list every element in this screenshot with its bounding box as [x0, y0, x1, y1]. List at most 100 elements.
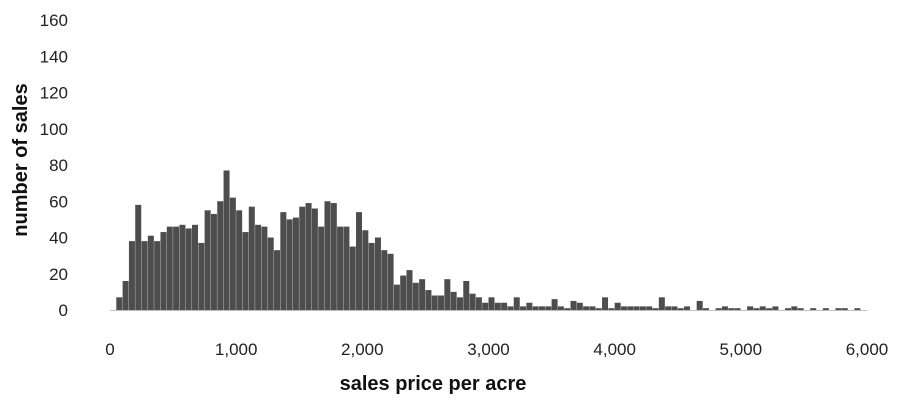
histogram-bar: [639, 306, 646, 310]
y-tick-label: 0: [59, 301, 68, 320]
histogram-bar: [766, 308, 773, 310]
y-tick-label: 20: [49, 265, 68, 284]
histogram-bar: [236, 210, 243, 310]
y-tick-label: 80: [49, 156, 68, 175]
histogram-bar: [532, 306, 539, 310]
histogram-bar: [791, 306, 798, 310]
histogram-bar: [753, 308, 760, 310]
histogram-bar: [545, 306, 552, 310]
histogram-bar: [292, 217, 299, 310]
histogram-bar: [368, 242, 375, 310]
histogram-bar: [274, 250, 281, 310]
y-tick-label: 40: [49, 229, 68, 248]
histogram-bar: [267, 237, 274, 310]
y-tick-label: 60: [49, 192, 68, 211]
histogram-bar: [564, 308, 571, 310]
histogram-bar: [450, 291, 457, 310]
histogram-bar: [602, 297, 609, 310]
histogram-bar: [747, 306, 754, 310]
histogram-bar: [684, 306, 691, 310]
histogram-bar: [438, 295, 445, 310]
histogram-bar: [696, 300, 703, 310]
histogram-bar: [356, 212, 363, 310]
y-tick-label: 160: [40, 11, 68, 30]
histogram-bar: [400, 275, 407, 310]
histogram-bar: [652, 308, 659, 310]
histogram-bar: [835, 308, 842, 310]
histogram-bar: [469, 293, 476, 310]
histogram-bar: [154, 241, 161, 310]
histogram-bar: [482, 302, 489, 310]
histogram-bar: [387, 253, 394, 310]
x-tick-label: 3,000: [467, 340, 510, 359]
histogram-bar: [620, 306, 627, 310]
histogram-bar: [318, 226, 325, 310]
histogram-bar: [179, 224, 186, 310]
histogram-bar: [810, 308, 817, 310]
histogram-bars: [116, 170, 861, 310]
histogram-bar: [412, 282, 419, 310]
histogram-bar: [658, 297, 665, 310]
histogram-bar: [305, 203, 312, 310]
histogram-bar: [337, 226, 344, 310]
y-tick-label: 100: [40, 120, 68, 139]
x-tick-label: 1,000: [215, 340, 258, 359]
histogram-bar: [665, 306, 672, 310]
histogram-bar: [841, 308, 848, 310]
histogram-bar: [715, 308, 722, 310]
histogram-bar: [299, 206, 306, 310]
histogram-bar: [217, 201, 224, 310]
histogram-bar: [557, 306, 564, 310]
histogram-bar: [229, 197, 236, 310]
histogram-bar: [576, 302, 583, 310]
histogram-bar: [734, 308, 741, 310]
histogram-bar: [374, 237, 381, 310]
histogram-bar: [425, 290, 432, 310]
y-axis-ticks: 0 20 40 60 80 100 120 140 160: [40, 11, 68, 320]
histogram-bar: [677, 308, 684, 310]
histogram-bar: [702, 308, 709, 310]
x-tick-label: 0: [105, 340, 114, 359]
x-axis-ticks: 0 1,000 2,000 3,000 4,000 5,000 6,000: [105, 340, 888, 359]
histogram-bar: [627, 306, 634, 310]
histogram-bar: [166, 226, 173, 310]
histogram-bar: [122, 281, 129, 310]
x-tick-label: 5,000: [720, 340, 763, 359]
histogram-bar: [116, 297, 123, 310]
histogram-bar: [198, 242, 205, 310]
histogram-bar: [223, 170, 230, 310]
histogram-bar: [570, 300, 577, 310]
histogram-bar: [147, 235, 154, 310]
histogram-bar: [330, 203, 337, 310]
histogram-bar: [242, 232, 249, 310]
histogram-bar: [646, 306, 653, 310]
histogram-bar: [784, 308, 791, 310]
histogram-bar: [595, 308, 602, 310]
histogram-bar: [772, 306, 779, 310]
histogram-bar: [721, 306, 728, 310]
histogram-bar: [406, 270, 413, 310]
histogram-bar: [311, 208, 318, 310]
histogram-bar: [589, 306, 596, 310]
y-axis-title: number of sales: [10, 83, 32, 236]
histogram-bar: [513, 297, 520, 310]
histogram-bar: [324, 201, 331, 310]
histogram-bar: [248, 206, 255, 310]
histogram-bar: [501, 302, 508, 310]
histogram-bar: [210, 213, 217, 310]
histogram-bar: [797, 308, 804, 310]
histogram-bar: [728, 308, 735, 310]
histogram-bar: [551, 299, 558, 310]
histogram-bar: [854, 308, 861, 310]
histogram-bar: [444, 279, 451, 310]
histogram-bar: [185, 228, 192, 310]
histogram-bar: [141, 241, 148, 310]
x-tick-label: 6,000: [846, 340, 889, 359]
histogram-bar: [204, 210, 211, 310]
histogram-bar: [456, 297, 463, 310]
histogram-bar: [381, 250, 388, 310]
histogram-bar: [759, 306, 766, 310]
histogram-bar: [160, 232, 167, 310]
histogram-bar: [128, 241, 135, 310]
